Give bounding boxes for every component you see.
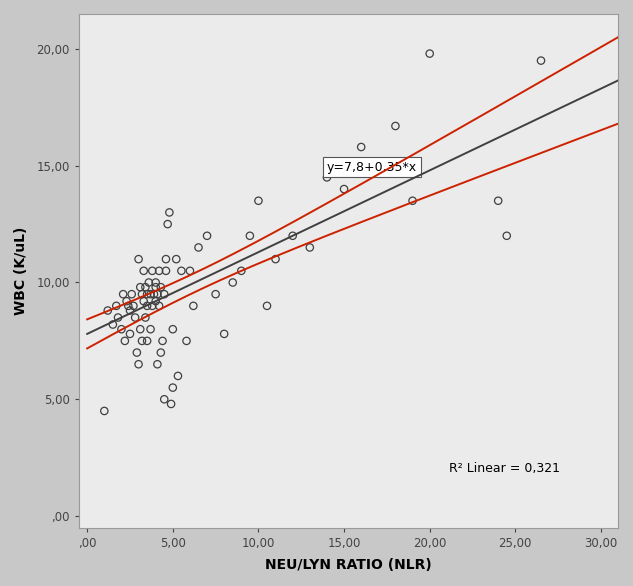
Point bbox=[161, 266, 171, 275]
Point bbox=[139, 297, 149, 306]
Point bbox=[156, 348, 166, 357]
Point bbox=[137, 336, 147, 346]
Point bbox=[147, 266, 158, 275]
Point bbox=[168, 383, 178, 392]
Point bbox=[127, 289, 137, 299]
Point bbox=[262, 301, 272, 311]
Point bbox=[163, 219, 173, 229]
Point bbox=[125, 329, 135, 339]
Text: y=7,8+0,35*x: y=7,8+0,35*x bbox=[327, 161, 417, 173]
Point bbox=[356, 142, 367, 152]
Point bbox=[128, 301, 139, 311]
Point bbox=[149, 289, 159, 299]
Point bbox=[536, 56, 546, 65]
Point bbox=[391, 121, 401, 131]
Point bbox=[236, 266, 246, 275]
Point bbox=[153, 360, 163, 369]
Point bbox=[165, 208, 175, 217]
Point bbox=[146, 325, 156, 334]
Point bbox=[116, 325, 127, 334]
Point bbox=[202, 231, 212, 240]
Point bbox=[245, 231, 255, 240]
Point bbox=[113, 313, 123, 322]
Point bbox=[408, 196, 418, 206]
Point bbox=[134, 360, 144, 369]
Point bbox=[130, 313, 140, 322]
Point bbox=[185, 266, 195, 275]
Point bbox=[173, 372, 183, 381]
X-axis label: NEU/LYN RATIO (NLR): NEU/LYN RATIO (NLR) bbox=[265, 558, 432, 572]
Point bbox=[125, 306, 135, 315]
Point bbox=[142, 289, 152, 299]
Point bbox=[111, 301, 122, 311]
Point bbox=[151, 278, 161, 287]
Point bbox=[171, 254, 181, 264]
Point bbox=[108, 320, 118, 329]
Point bbox=[502, 231, 512, 240]
Point bbox=[154, 266, 164, 275]
Point bbox=[139, 266, 149, 275]
Point bbox=[135, 325, 146, 334]
Point bbox=[168, 325, 178, 334]
Point bbox=[132, 348, 142, 357]
Y-axis label: WBC (K/uL): WBC (K/uL) bbox=[14, 227, 28, 315]
Point bbox=[142, 301, 152, 311]
Point bbox=[182, 336, 192, 346]
Point bbox=[194, 243, 204, 252]
Point bbox=[122, 297, 132, 306]
Point bbox=[153, 289, 163, 299]
Point bbox=[228, 278, 238, 287]
Point bbox=[373, 161, 384, 171]
Point bbox=[123, 301, 134, 311]
Point bbox=[188, 301, 198, 311]
Point bbox=[151, 297, 161, 306]
Point bbox=[135, 282, 146, 292]
Point bbox=[151, 282, 161, 292]
Point bbox=[339, 185, 349, 194]
Point bbox=[118, 289, 128, 299]
Point bbox=[141, 313, 151, 322]
Point bbox=[493, 196, 503, 206]
Text: R² Linear = 0,321: R² Linear = 0,321 bbox=[449, 462, 560, 475]
Point bbox=[219, 329, 229, 339]
Point bbox=[159, 289, 169, 299]
Point bbox=[147, 301, 158, 311]
Point bbox=[270, 254, 280, 264]
Point bbox=[253, 196, 263, 206]
Point bbox=[158, 336, 168, 346]
Point bbox=[146, 289, 156, 299]
Point bbox=[159, 394, 169, 404]
Point bbox=[137, 289, 147, 299]
Point bbox=[177, 266, 187, 275]
Point bbox=[211, 289, 221, 299]
Point bbox=[144, 278, 154, 287]
Point bbox=[142, 336, 152, 346]
Point bbox=[166, 399, 176, 408]
Point bbox=[156, 282, 166, 292]
Point bbox=[154, 301, 164, 311]
Point bbox=[103, 306, 113, 315]
Point bbox=[99, 406, 110, 415]
Point bbox=[304, 243, 315, 252]
Point bbox=[322, 173, 332, 182]
Point bbox=[287, 231, 298, 240]
Point bbox=[141, 282, 151, 292]
Point bbox=[425, 49, 435, 58]
Point bbox=[161, 254, 171, 264]
Point bbox=[120, 336, 130, 346]
Point bbox=[134, 254, 144, 264]
